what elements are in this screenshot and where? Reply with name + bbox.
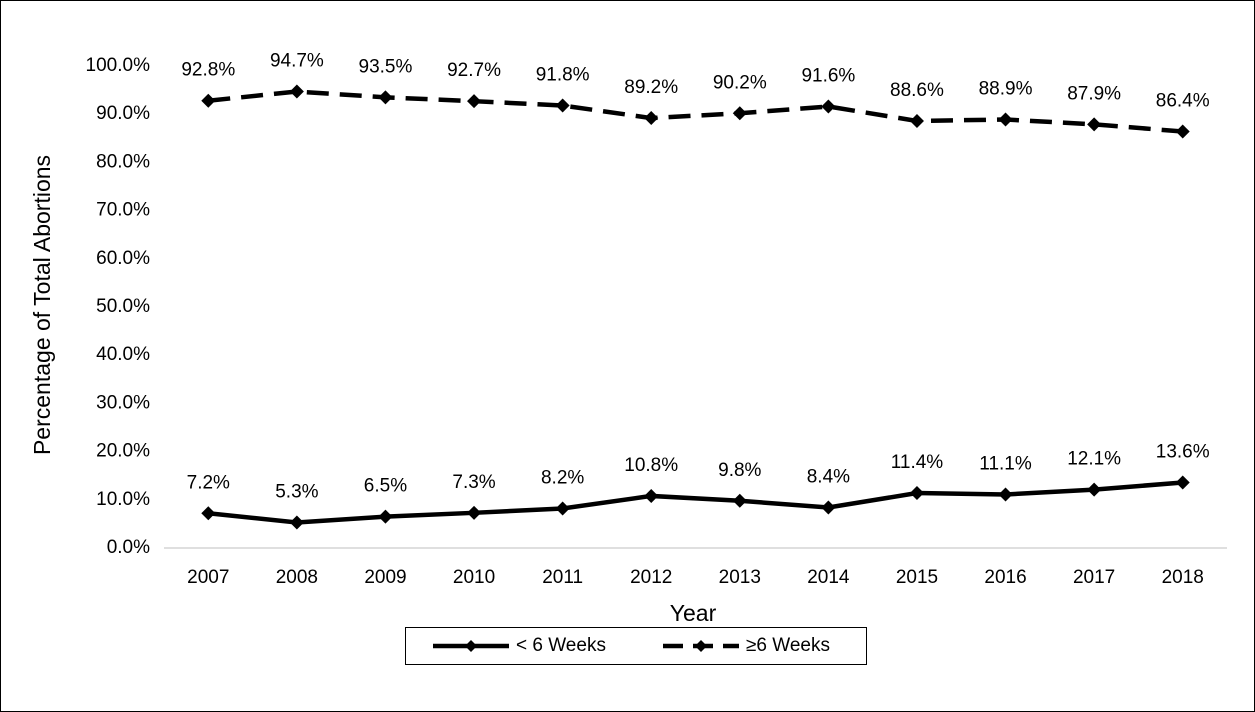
y-tick-label: 100.0% bbox=[86, 55, 151, 76]
x-tick-label: 2016 bbox=[984, 567, 1026, 588]
x-tick-label: 2014 bbox=[807, 567, 850, 588]
point-marker bbox=[555, 501, 570, 516]
point-marker bbox=[821, 99, 836, 114]
data-label: 91.6% bbox=[801, 66, 855, 87]
x-axis-label: Year bbox=[670, 600, 717, 626]
point-marker bbox=[201, 506, 216, 521]
data-label: 11.4% bbox=[891, 452, 944, 473]
point-marker bbox=[998, 112, 1013, 127]
y-tick-label: 70.0% bbox=[96, 200, 150, 221]
y-tick-label: 50.0% bbox=[96, 296, 150, 317]
y-tick-label: 60.0% bbox=[96, 248, 150, 269]
data-label: 10.8% bbox=[624, 455, 678, 476]
x-tick-label: 2011 bbox=[542, 567, 583, 588]
data-label: 93.5% bbox=[359, 56, 413, 77]
y-tick-label: 0.0% bbox=[107, 537, 150, 558]
x-tick-label: 2009 bbox=[364, 567, 406, 588]
data-label: 7.3% bbox=[452, 472, 495, 493]
x-tick-label: 2007 bbox=[187, 567, 229, 588]
data-label: 92.7% bbox=[447, 60, 501, 81]
point-marker bbox=[909, 113, 924, 128]
y-tick-label: 40.0% bbox=[96, 344, 150, 365]
point-marker bbox=[732, 106, 747, 121]
data-label: 13.6% bbox=[1156, 441, 1210, 462]
x-tick-label: 2008 bbox=[276, 567, 318, 588]
data-label: 12.1% bbox=[1067, 449, 1121, 470]
legend-marker bbox=[465, 640, 477, 652]
data-label: 91.8% bbox=[536, 65, 590, 86]
data-label: 94.7% bbox=[270, 51, 324, 72]
point-marker bbox=[378, 90, 393, 105]
data-label: 89.2% bbox=[624, 77, 678, 98]
point-marker bbox=[467, 505, 482, 520]
point-marker bbox=[378, 509, 393, 524]
legend-label: ≥6 Weeks bbox=[746, 635, 830, 656]
x-tick-label: 2010 bbox=[453, 567, 495, 588]
x-tick-label: 2013 bbox=[719, 567, 761, 588]
point-marker bbox=[644, 488, 659, 503]
legend-label: < 6 Weeks bbox=[516, 635, 606, 656]
x-tick-label: 2017 bbox=[1073, 567, 1115, 588]
y-tick-label: 20.0% bbox=[96, 441, 150, 462]
data-label: 92.8% bbox=[181, 60, 235, 81]
point-marker bbox=[201, 93, 216, 108]
series-line bbox=[208, 480, 1183, 525]
x-tick-label: 2018 bbox=[1162, 567, 1204, 588]
y-axis-label: Percentage of Total Abortions bbox=[29, 155, 55, 455]
point-marker bbox=[289, 515, 304, 530]
data-label: 6.5% bbox=[364, 476, 407, 497]
point-marker bbox=[1087, 482, 1102, 497]
y-tick-label: 30.0% bbox=[96, 392, 150, 413]
x-tick-label: 2012 bbox=[630, 567, 672, 588]
data-label: 5.3% bbox=[275, 481, 318, 502]
point-marker bbox=[1175, 475, 1190, 490]
data-label: 8.4% bbox=[807, 467, 850, 488]
data-label: 90.2% bbox=[713, 72, 767, 93]
data-label: 9.8% bbox=[718, 460, 761, 481]
point-marker bbox=[555, 98, 570, 113]
data-label: 86.4% bbox=[1156, 91, 1210, 112]
data-label: 7.2% bbox=[187, 472, 230, 493]
y-tick-label: 90.0% bbox=[96, 103, 150, 124]
y-tick-label: 80.0% bbox=[96, 151, 150, 172]
point-marker bbox=[1175, 124, 1190, 139]
point-marker bbox=[909, 486, 924, 501]
data-label: 8.2% bbox=[541, 467, 584, 488]
data-label: 88.6% bbox=[890, 80, 944, 101]
point-marker bbox=[644, 111, 659, 126]
point-marker bbox=[821, 500, 836, 515]
point-marker bbox=[289, 84, 304, 99]
data-label: 11.1% bbox=[979, 454, 1032, 475]
point-marker bbox=[1087, 117, 1102, 132]
point-marker bbox=[998, 487, 1013, 502]
legend-marker bbox=[695, 640, 707, 652]
point-marker bbox=[732, 493, 747, 508]
data-label: 88.9% bbox=[979, 79, 1033, 100]
data-label: 87.9% bbox=[1067, 83, 1121, 104]
x-tick-label: 2015 bbox=[896, 567, 938, 588]
y-tick-label: 10.0% bbox=[96, 489, 150, 510]
point-marker bbox=[467, 94, 482, 109]
